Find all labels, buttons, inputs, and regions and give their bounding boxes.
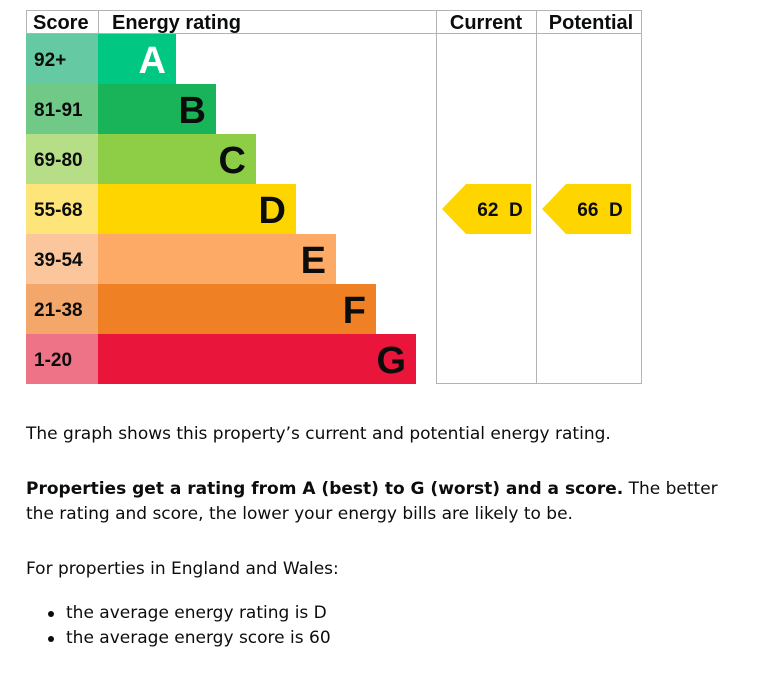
rating-arrow-shape (442, 184, 531, 234)
region-text: For properties in England and Wales: (26, 559, 339, 579)
band-a: 92+ A (26, 34, 176, 84)
region-note: For properties in England and Wales: (26, 557, 726, 582)
intro-text: The graph shows this property’s current … (26, 424, 611, 444)
rating-explanation-bold: Properties get a rating from A (best) to… (26, 479, 624, 499)
rating-explanation-text: Properties get a rating from A (best) to… (26, 477, 726, 527)
band-bar (98, 334, 416, 384)
rating-arrow-shape (542, 184, 631, 234)
rating-bands: 92+ A 81-91 B 69-80 C 55-68 D 39-54 E 21-38 F 1-20 G (26, 34, 416, 384)
score-cell (26, 134, 98, 184)
band-bar (98, 234, 336, 284)
rating-arrows: 62 D 66 D (442, 184, 631, 234)
score-cell (26, 234, 98, 284)
current-column-header: Current (450, 12, 523, 34)
score-range: 81-91 (34, 100, 83, 121)
band-bar (98, 184, 296, 234)
averages-list: the average energy rating is D the avera… (26, 601, 331, 651)
band-g: 1-20 G (26, 334, 416, 384)
score-column-header: Score (33, 12, 89, 34)
band-bar (98, 84, 216, 134)
band-bar (98, 284, 376, 334)
band-bar (98, 34, 176, 84)
potential-rating-arrow: 66 D (542, 184, 631, 234)
band-b: 81-91 B (26, 84, 216, 134)
band-letter: E (301, 240, 326, 282)
list-item: the average energy rating is D (26, 601, 331, 626)
score-cell (26, 334, 98, 384)
rating-explanation: Properties get a rating from A (best) to… (26, 477, 726, 527)
score-cell (26, 84, 98, 134)
band-letter: B (179, 90, 206, 132)
band-d: 55-68 D (26, 184, 296, 234)
score-range: 92+ (34, 50, 66, 71)
chart-description: The graph shows this property’s current … (26, 422, 726, 447)
band-bar (98, 134, 256, 184)
score-range: 21-38 (34, 300, 83, 321)
current-rating-arrow: 62 D (442, 184, 531, 234)
band-letter: D (259, 190, 286, 232)
band-letter: A (139, 40, 166, 82)
rating-explanation-rest: The better the rating and score, the low… (26, 479, 718, 524)
epc-chart: 92+ A81-91 B69-80 C55-68 D39-54 E21-38 F1-20 G … (26, 10, 642, 384)
score-range: 1-20 (34, 350, 72, 371)
rating-arrow-label: 66 D (577, 200, 622, 221)
score-range: 55-68 (34, 200, 83, 221)
score-cell (26, 184, 98, 234)
band-letter: C (219, 140, 246, 182)
band-e: 39-54 E (26, 234, 336, 284)
score-range: 69-80 (34, 150, 83, 171)
band-letter: G (376, 340, 406, 382)
chart-grid (26, 10, 642, 384)
band-f: 21-38 F (26, 284, 376, 334)
band-c: 69-80 C (26, 134, 256, 184)
energy-rating-column-header: Energy rating (112, 12, 241, 34)
band-letter: F (343, 290, 366, 332)
score-range: 39-54 (34, 250, 83, 271)
rating-arrow-label: 62 D (477, 200, 522, 221)
list-item: the average energy score is 60 (26, 626, 331, 651)
score-cell (26, 284, 98, 334)
score-cell (26, 34, 98, 84)
potential-column-header: Potential (549, 12, 633, 34)
